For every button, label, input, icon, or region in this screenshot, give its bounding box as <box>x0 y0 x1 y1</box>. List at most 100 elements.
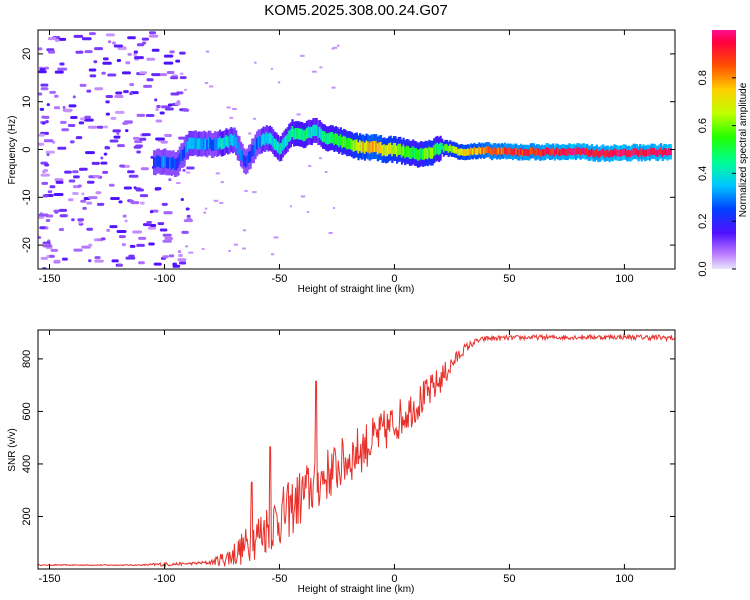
snr-x-tick-label: -50 <box>272 573 288 585</box>
noise-mark <box>59 214 67 218</box>
ridge-core <box>474 148 478 156</box>
noise-mark <box>205 50 210 53</box>
colorbar: 0.0 0.2 0.4 0.6 0.8 Normalized spectral ampl… <box>697 30 749 277</box>
ridge-core <box>507 147 510 155</box>
ridge-core <box>196 138 199 150</box>
noise-mark <box>100 161 108 165</box>
noise-mark <box>179 51 186 55</box>
ridge-core <box>421 148 425 161</box>
noise-mark <box>41 121 46 125</box>
ridge-core <box>552 147 555 155</box>
ridge-core <box>233 134 236 146</box>
noise-mark <box>138 261 145 265</box>
ridge-core <box>251 145 254 157</box>
chart-title: KOM5.2025.308.00.24.G07 <box>264 2 447 19</box>
ridge-core <box>223 136 227 149</box>
noise-mark <box>124 219 128 223</box>
ridge-core <box>326 133 330 145</box>
noise-mark <box>115 91 123 95</box>
ridge-core <box>492 147 495 155</box>
noise-mark <box>125 256 136 260</box>
noise-mark <box>148 242 155 246</box>
noise-mark <box>40 256 48 260</box>
ridge-core <box>442 145 445 153</box>
noise-mark <box>164 236 174 240</box>
ridge-core <box>383 144 386 156</box>
ridge-core <box>379 141 383 154</box>
noise-mark <box>64 170 72 174</box>
noise-mark <box>96 125 104 129</box>
noise-mark <box>42 244 53 248</box>
noise-mark <box>81 245 91 249</box>
ridge-core <box>238 143 241 155</box>
noise-mark <box>188 251 194 254</box>
noise-mark <box>226 106 231 109</box>
noise-mark <box>164 133 171 137</box>
noise-mark <box>185 207 190 211</box>
ridge-core <box>423 148 426 160</box>
spectrogram-y-tick-label: -10 <box>21 189 33 205</box>
ridge-core <box>600 149 603 157</box>
ridge-core <box>355 139 359 151</box>
noise-mark <box>242 229 247 232</box>
ridge-core <box>669 148 672 156</box>
ridge-core <box>553 149 557 157</box>
noise-mark <box>139 194 149 198</box>
noise-mark <box>71 218 75 222</box>
ridge-core <box>162 155 165 167</box>
noise-mark <box>86 89 92 93</box>
noise-mark <box>110 197 120 201</box>
ridge-core <box>548 148 552 156</box>
noise-mark <box>54 94 59 98</box>
ridge-core <box>576 147 579 155</box>
ridge-core <box>297 128 301 140</box>
noise-mark <box>78 121 85 125</box>
ridge-core <box>639 148 642 156</box>
ridge-core <box>247 151 251 163</box>
noise-mark <box>146 221 152 225</box>
ridge-core <box>371 141 375 153</box>
ridge-core <box>645 149 648 157</box>
noise-mark <box>215 172 220 175</box>
noise-mark <box>61 257 68 261</box>
noise-mark <box>270 253 275 256</box>
ridge-core <box>565 148 568 156</box>
noise-mark <box>151 73 161 77</box>
ridge-core <box>582 147 585 155</box>
noise-mark <box>213 199 219 202</box>
noise-mark <box>184 88 187 91</box>
ridge-core <box>566 149 569 156</box>
snr-y-tick-label: 200 <box>21 507 33 525</box>
ridge-core <box>595 148 598 156</box>
noise-mark <box>54 38 60 42</box>
noise-mark <box>140 201 145 205</box>
ridge-core <box>228 135 231 147</box>
ridge-core <box>207 137 210 149</box>
ridge-core <box>666 149 669 157</box>
ridge-core <box>280 142 283 155</box>
noise-mark <box>151 48 160 52</box>
ridge-core <box>331 132 334 144</box>
noise-mark <box>109 225 118 229</box>
noise-mark <box>45 150 55 154</box>
noise-mark <box>53 106 61 110</box>
ridge-core <box>183 146 186 158</box>
noise-mark <box>58 37 67 41</box>
noise-mark <box>115 110 125 114</box>
ridge-core <box>526 149 529 156</box>
spectrogram-x-tick-label: 50 <box>503 273 515 285</box>
snr-x-ticks: -150 -100 -50 0 50 100 <box>38 330 634 585</box>
noise-mark <box>89 74 97 78</box>
noise-mark <box>180 198 184 202</box>
ridge-core <box>650 147 653 155</box>
noise-mark <box>72 191 79 195</box>
snr-y-tick-label: 800 <box>21 350 33 368</box>
noise-mark <box>312 70 317 73</box>
ridge-core <box>281 139 284 151</box>
ridge-core <box>328 132 331 144</box>
ridge-core <box>510 147 513 155</box>
colorbar-label: Normalized spectral amplitude <box>738 82 749 217</box>
ridge-core <box>346 138 349 150</box>
noise-mark <box>54 178 64 182</box>
noise-mark <box>133 50 139 54</box>
